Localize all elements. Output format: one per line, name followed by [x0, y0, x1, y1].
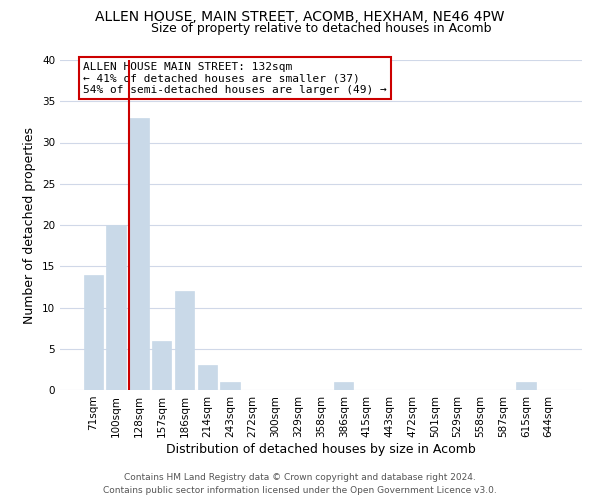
- X-axis label: Distribution of detached houses by size in Acomb: Distribution of detached houses by size …: [166, 442, 476, 456]
- Bar: [152, 340, 172, 390]
- Text: ALLEN HOUSE MAIN STREET: 132sqm
← 41% of detached houses are smaller (37)
54% of: ALLEN HOUSE MAIN STREET: 132sqm ← 41% of…: [83, 62, 387, 95]
- Y-axis label: Number of detached properties: Number of detached properties: [23, 126, 37, 324]
- Bar: [129, 118, 149, 390]
- Bar: [175, 291, 194, 390]
- Bar: [197, 365, 217, 390]
- Bar: [516, 382, 536, 390]
- Bar: [84, 274, 103, 390]
- Bar: [106, 225, 126, 390]
- Text: ALLEN HOUSE, MAIN STREET, ACOMB, HEXHAM, NE46 4PW: ALLEN HOUSE, MAIN STREET, ACOMB, HEXHAM,…: [95, 10, 505, 24]
- Title: Size of property relative to detached houses in Acomb: Size of property relative to detached ho…: [151, 22, 491, 35]
- Bar: [334, 382, 353, 390]
- Bar: [220, 382, 239, 390]
- Text: Contains HM Land Registry data © Crown copyright and database right 2024.
Contai: Contains HM Land Registry data © Crown c…: [103, 473, 497, 495]
